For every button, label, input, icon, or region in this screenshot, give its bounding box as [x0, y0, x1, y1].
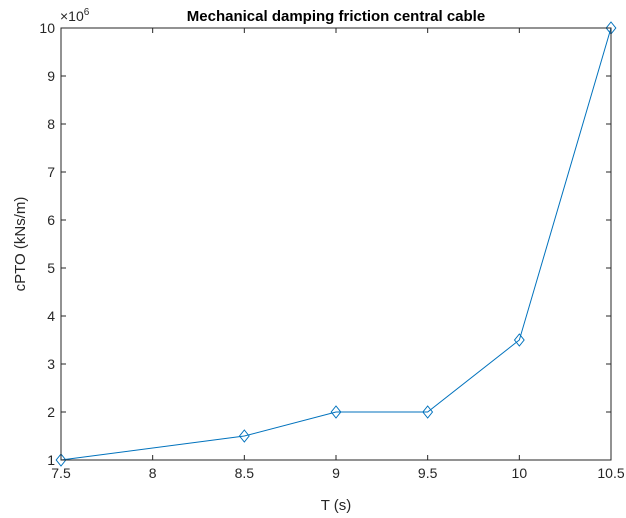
x-tick-label: 10: [512, 465, 528, 481]
x-tick-label: 9: [332, 465, 340, 481]
plot-background: [61, 28, 611, 460]
y-multiplier: ×106: [60, 7, 90, 24]
y-tick-label: 7: [47, 164, 55, 180]
labels: 7.5 8 8.5 9 9.5 10 10.5 1 2 3 4 5 6 7 8 9 10: [39, 20, 624, 481]
chart-title: Mechanical damping friction central cabl…: [187, 8, 485, 25]
y-tick-label: 9: [47, 68, 55, 84]
y-multiplier-exponent: 6: [84, 7, 90, 18]
y-tick-label: 6: [47, 212, 55, 228]
y-multiplier-base: ×10: [60, 8, 84, 24]
data-point-marker: [422, 405, 434, 419]
data-point-marker: [330, 405, 342, 419]
y-tick-label: 5: [47, 260, 55, 276]
x-tick-label: 8.5: [235, 465, 255, 481]
series-layer: [55, 21, 617, 467]
x-tick-label: 7.5: [51, 465, 71, 481]
x-tick-label: 8: [149, 465, 157, 481]
x-axis-label: T (s): [321, 497, 352, 514]
y-tick-label: 10: [39, 20, 55, 36]
series-line: [60, 27, 612, 461]
y-tick-label: 1: [47, 452, 55, 468]
y-tick-label: 8: [47, 116, 55, 132]
x-tick-label: 9.5: [418, 465, 438, 481]
data-point-marker: [238, 429, 250, 443]
plot-frame: [60, 27, 612, 461]
data-point-marker: [513, 333, 525, 347]
y-tick-label: 2: [47, 404, 55, 420]
y-tick-label: 3: [47, 356, 55, 372]
y-axis-label: cPTO (kNs/m): [12, 197, 29, 292]
data-point-marker: [55, 453, 67, 467]
x-tick-label: 10.5: [597, 465, 624, 481]
y-tick-label: 4: [47, 308, 55, 324]
